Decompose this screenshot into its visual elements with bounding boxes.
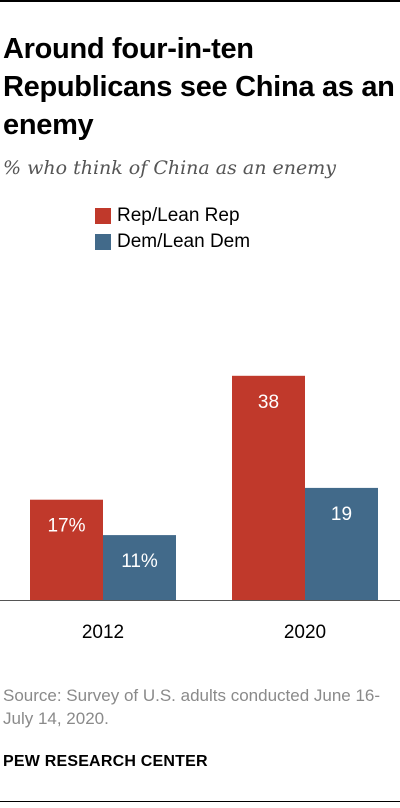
brand-name: PEW RESEARCH CENTER xyxy=(3,753,208,770)
bar-dem-2020 xyxy=(305,487,378,600)
legend-item-rep: Rep/Lean Rep xyxy=(95,203,250,229)
x-tick-label-2012: 2012 xyxy=(82,622,124,643)
data-label-rep-2020: 38 xyxy=(258,392,279,413)
data-label-dem-2020: 19 xyxy=(331,504,352,525)
bottom-rule xyxy=(0,801,400,802)
legend-swatch-rep xyxy=(95,208,111,224)
data-label-dem-2012: 11% xyxy=(121,551,158,572)
chart-title: Around four-in-ten Republicans see China… xyxy=(3,33,395,141)
legend: Rep/Lean Rep Dem/Lean Dem xyxy=(95,203,250,255)
legend-label-dem: Dem/Lean Dem xyxy=(117,231,251,252)
legend-swatch-dem xyxy=(95,234,111,250)
bar-rep-2020 xyxy=(232,375,305,600)
bar-chart: 17% 11% 2012 38 19 2020 xyxy=(0,375,400,643)
top-rule xyxy=(0,0,400,2)
data-label-rep-2012: 17% xyxy=(47,516,85,537)
legend-label-rep: Rep/Lean Rep xyxy=(117,205,240,226)
x-tick-label-2020: 2020 xyxy=(284,622,326,643)
source-note: Source: Survey of U.S. adults conducted … xyxy=(3,686,381,728)
bar-rep-2012 xyxy=(30,499,103,600)
legend-item-dem: Dem/Lean Dem xyxy=(95,229,250,255)
bar-dem-2012 xyxy=(103,535,176,600)
chart-subtitle: % who think of China as an enemy xyxy=(3,157,336,179)
